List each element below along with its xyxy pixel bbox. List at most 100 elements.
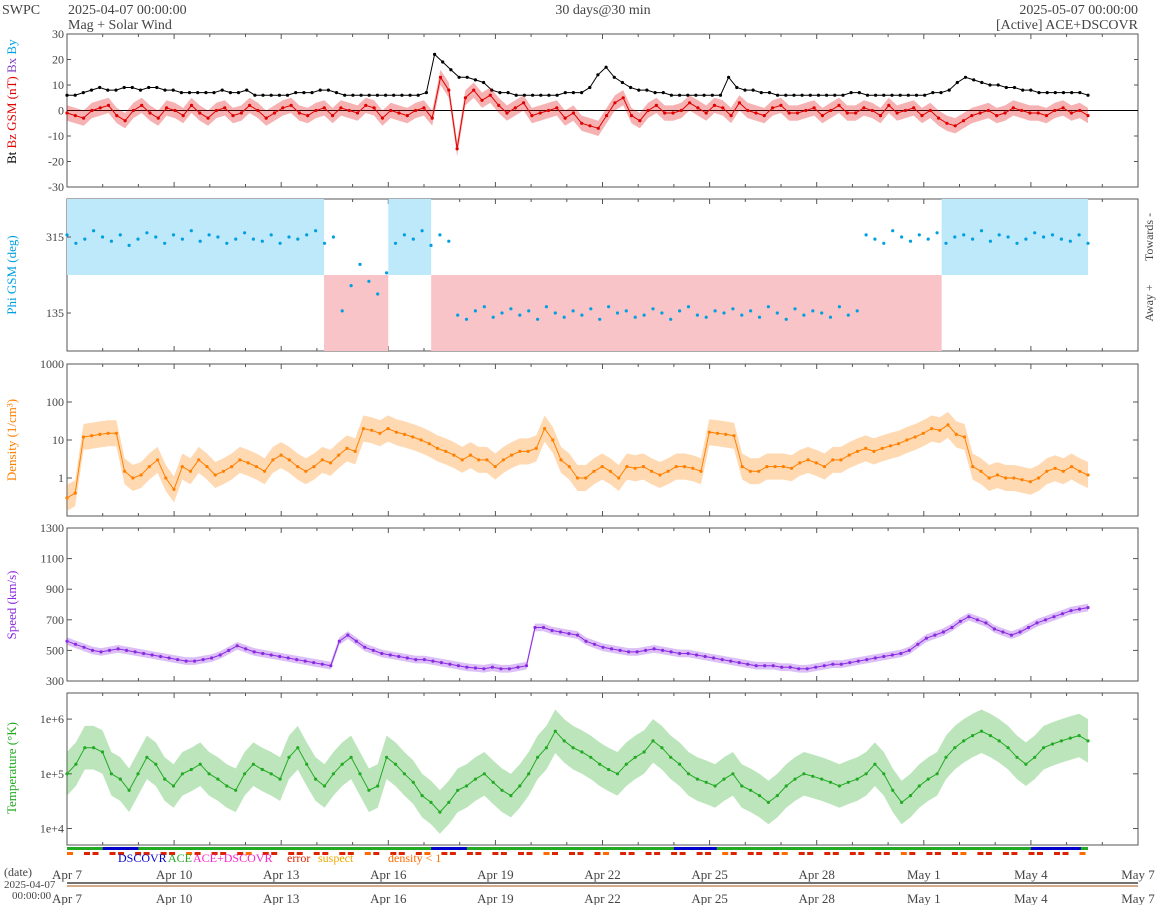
speed-point	[831, 662, 835, 666]
phi-point	[660, 311, 664, 315]
speed-point	[584, 639, 588, 643]
density-point	[271, 458, 275, 462]
temperature-point	[145, 755, 149, 759]
status-legend-item: suspect	[318, 851, 354, 865]
mag-bt-point	[253, 93, 257, 97]
mag-bz-point	[405, 114, 409, 118]
temperature-point	[447, 800, 451, 805]
mag-bt-point	[1061, 91, 1066, 95]
density-point	[197, 458, 201, 462]
quality-flag-mark	[518, 852, 524, 855]
temperature-point	[953, 746, 957, 750]
speed-point	[609, 647, 614, 651]
density-point	[1037, 476, 1041, 480]
speed-point	[975, 618, 980, 622]
temperature-point	[1059, 739, 1063, 743]
mag-bz-point	[455, 147, 459, 151]
mag-bt-point	[220, 88, 224, 92]
mag-bz-point	[804, 108, 808, 113]
mag-bt-point	[514, 93, 518, 97]
quality-flag-mark	[339, 852, 346, 855]
quality-flag-mark	[620, 852, 627, 855]
x-tick-label: Apr 16	[370, 891, 407, 905]
mag-bz-point	[953, 124, 957, 128]
status-legend-item: error	[287, 851, 310, 865]
mag-bz-point	[347, 108, 351, 113]
mag-bz-point	[638, 119, 642, 123]
quality-flag-mark	[1002, 852, 1009, 855]
speed-point	[558, 630, 563, 634]
quality-flag-mark	[390, 852, 397, 855]
x-tick-label: Apr 10	[156, 891, 192, 905]
quality-flag-mark	[977, 852, 984, 855]
phi-point	[757, 315, 762, 319]
mag-bt-point	[1086, 93, 1090, 97]
mag-bz-point	[331, 114, 335, 118]
speed-point	[354, 639, 358, 643]
speed-point	[575, 633, 580, 637]
mag-ytick-label: -20	[48, 155, 64, 169]
mag-bz-range-band	[67, 69, 1088, 157]
density-point	[864, 446, 868, 450]
mag-bz-point	[555, 106, 559, 110]
temperature-point	[882, 772, 886, 776]
mag-bz-point	[704, 111, 708, 115]
mag-bz-point	[148, 111, 152, 115]
mag-bt-point	[751, 88, 755, 92]
speed-point	[661, 648, 665, 653]
mag-bt-point	[759, 91, 763, 95]
density-point	[361, 427, 365, 431]
dscovr-status-segment	[431, 847, 467, 850]
phi-point	[633, 315, 637, 319]
mag-bz-point	[771, 106, 775, 110]
phi-point	[704, 315, 708, 319]
mag-bt-point	[678, 93, 682, 97]
density-point	[328, 461, 333, 465]
quality-flag-mark	[135, 852, 142, 855]
temperature-point	[536, 755, 540, 759]
mag-bt-point	[236, 91, 241, 95]
density-point	[740, 465, 744, 469]
speed-point	[669, 650, 673, 654]
speed-point	[1086, 606, 1090, 610]
mag-bz-point	[970, 114, 974, 118]
mag-bz-point	[862, 106, 866, 110]
mag-bz-point	[472, 88, 476, 92]
phi-point	[802, 313, 806, 317]
temperature-point	[686, 772, 691, 776]
phi-point	[944, 241, 948, 245]
temperature-point	[411, 780, 415, 784]
phi-point	[83, 237, 87, 241]
density-point	[411, 435, 415, 439]
temperature-point	[500, 788, 504, 792]
speed-point	[218, 653, 222, 657]
mag-bz-point	[505, 111, 509, 115]
speed-point	[627, 650, 631, 654]
mag-bt-point	[482, 80, 486, 85]
quality-flag-mark	[466, 852, 473, 855]
mag-bz-point	[571, 111, 576, 115]
speed-point	[1043, 618, 1048, 622]
speed-ytick-label: 1100	[40, 552, 64, 566]
phi-point	[820, 311, 824, 315]
temperature-ytick-label: 1e+6	[40, 712, 64, 726]
temperature-point	[749, 788, 753, 792]
phi-point	[322, 241, 327, 245]
quality-flag-mark	[832, 852, 839, 855]
mag-ylabel-part: By	[4, 39, 19, 55]
mag-bz-point	[156, 116, 160, 120]
mag-bt-point	[963, 75, 968, 79]
mag-bz-point	[895, 111, 899, 115]
phi-point	[331, 235, 335, 239]
phi-point	[243, 231, 247, 235]
mag-bz-point	[1061, 106, 1065, 110]
quality-flag-mark	[960, 852, 967, 855]
temperature-point	[793, 777, 797, 781]
quality-flag-mark	[883, 852, 890, 855]
mag-bz-point	[1044, 114, 1049, 118]
speed-point	[184, 659, 188, 663]
mag-bt-point	[947, 88, 951, 92]
phi-point	[935, 231, 939, 235]
mag-bt-point	[163, 88, 167, 92]
phi-point	[917, 233, 921, 237]
